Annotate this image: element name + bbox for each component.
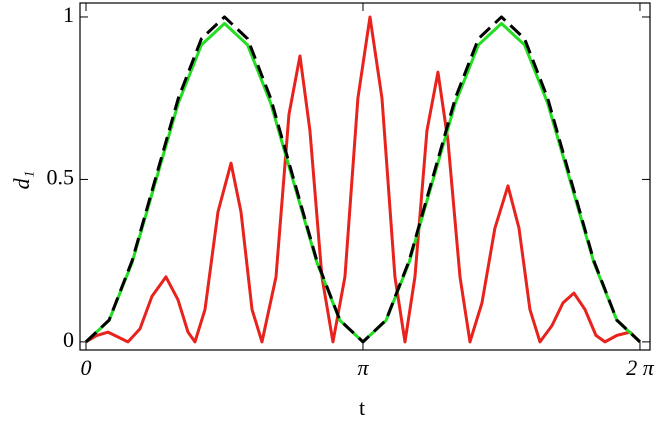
y-tick-label: 1 bbox=[63, 2, 74, 27]
x-tick-label: 0 bbox=[80, 355, 91, 380]
x-tick-label: π bbox=[357, 355, 369, 380]
data-line bbox=[84, 15, 641, 344]
plot-frame bbox=[79, 2, 651, 351]
x-axis-label: t bbox=[359, 395, 365, 420]
y-axis-label: d₁ bbox=[9, 171, 34, 190]
y-tick-label: 0 bbox=[63, 327, 74, 352]
x-tick-label: 2 π bbox=[626, 355, 655, 380]
y-tick-label: 0.5 bbox=[47, 164, 75, 189]
data-line bbox=[85, 15, 641, 344]
